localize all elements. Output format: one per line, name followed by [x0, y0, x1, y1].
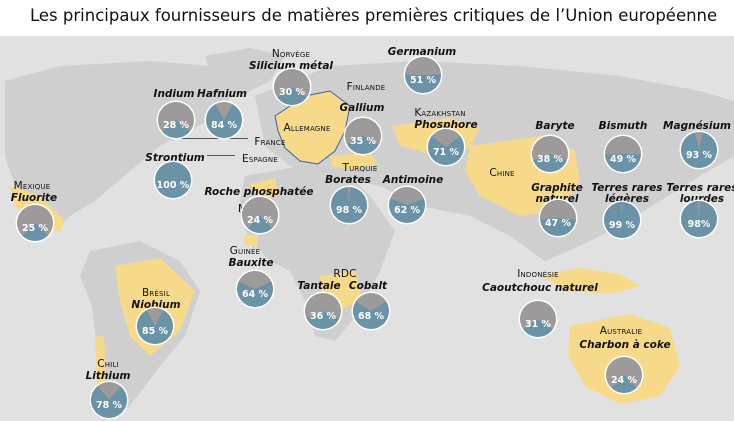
pie-borates: 98 %	[331, 187, 367, 223]
material-label-magnesium: Magnésium	[663, 120, 731, 132]
brazil-shape	[115, 258, 195, 356]
country-label-kazakhstan: Kazakhstan	[414, 107, 466, 119]
pie-label-silicium: 30 %	[278, 87, 306, 98]
pie-niobium: 85 %	[137, 308, 173, 344]
pie-label-charbon: 24 %	[610, 375, 638, 386]
indonesia-shape	[540, 268, 640, 294]
country-label-norvege: Norvège	[271, 48, 311, 60]
pie-label-cobalt: 68 %	[357, 311, 385, 322]
material-label-germanium: Germanium	[387, 46, 457, 58]
material-label-baryte: Baryte	[535, 120, 575, 132]
pie-label-antimoine: 62 %	[393, 205, 421, 216]
material-label-silicium: Silicium métal	[248, 60, 334, 72]
material-label-phosphore: Phosphore	[414, 119, 478, 131]
pie-label-gallium: 35 %	[349, 136, 377, 147]
pie-roche: 24 %	[242, 197, 278, 233]
material-label-bismuth: Bismuth	[598, 120, 648, 132]
pie-magnesium: 93 %	[681, 132, 717, 168]
material-label-trl1: Terres rares	[591, 182, 663, 194]
eu-shape	[274, 90, 351, 165]
pie-label-lithium: 78 %	[95, 400, 123, 411]
country-label-france: France	[254, 136, 286, 148]
country-label-rdc: RDC	[333, 268, 357, 280]
country-label-finlande: Finlande	[346, 81, 386, 93]
country-label-espagne: Espagne	[241, 153, 279, 165]
pie-label-borates: 98 %	[335, 205, 363, 216]
country-label-turquie: Turquie	[342, 162, 378, 174]
country-label-bresil: Brésil	[141, 287, 171, 299]
pie-silicium: 30 %	[274, 69, 310, 105]
pie-label-trl: 99 %	[608, 220, 636, 231]
pie-label-niobium: 85 %	[141, 326, 169, 337]
pie-bismuth: 49 %	[605, 136, 641, 172]
pie-germanium: 51 %	[405, 57, 441, 93]
pie-label-bauxite: 64 %	[241, 289, 269, 300]
material-label-graphite1: Graphite	[531, 182, 583, 194]
material-label-bauxite: Bauxite	[228, 257, 274, 269]
greenland-shape	[205, 48, 285, 96]
material-label-niobium: Niobium	[131, 299, 181, 311]
pie-phosphore: 71 %	[428, 129, 464, 165]
pie-label-graphite: 47 %	[544, 218, 572, 229]
pie-label-magnesium: 93 %	[685, 150, 713, 161]
pie-graphite: 47 %	[540, 200, 576, 236]
pie-label-strontium: 100 %	[156, 180, 190, 191]
material-label-caoutchouc: Caoutchouc naturel	[482, 282, 598, 294]
material-label-hafnium: Hafnium	[197, 88, 247, 100]
morocco-shape	[250, 178, 278, 201]
pie-strontium: 100 %	[155, 162, 191, 198]
pie-label-bismuth: 49 %	[609, 154, 637, 165]
material-label-lithium: Lithium	[85, 370, 131, 382]
country-label-chine: Chine	[489, 167, 515, 179]
material-label-fluorite: Fluorite	[10, 192, 58, 204]
pie-caoutchouc: 31 %	[520, 301, 556, 337]
pie-indium: 28 %	[158, 102, 194, 138]
pie-hafnium: 84 %	[206, 102, 242, 138]
material-label-charbon: Charbon à coke	[579, 339, 671, 351]
country-label-allemagne: Allemagne	[283, 122, 331, 134]
pie-cobalt: 68 %	[353, 293, 389, 329]
material-label-tantale: Tantale	[297, 280, 341, 292]
pie-label-tantale: 36 %	[309, 311, 337, 322]
pie-trh: 98%	[681, 201, 717, 237]
pie-fluorite: 25 %	[17, 205, 53, 241]
pie-label-caoutchouc: 31 %	[524, 319, 552, 330]
pie-label-phosphore: 71 %	[432, 147, 460, 158]
france-leader-line	[180, 138, 248, 139]
pie-gallium: 35 %	[345, 118, 381, 154]
pie-label-hafnium: 84 %	[210, 120, 238, 131]
pie-label-indium: 28 %	[162, 120, 190, 131]
country-label-mexique: Mexique	[13, 180, 51, 192]
material-label-trh1: Terres rares	[666, 182, 734, 194]
pie-lithium: 78 %	[91, 382, 127, 418]
material-label-cobalt: Cobalt	[348, 280, 388, 292]
pie-bauxite: 64 %	[237, 271, 273, 307]
map-title: Les principaux fournisseurs de matières …	[30, 6, 718, 25]
material-label-borates: Borates	[325, 174, 371, 186]
pie-label-baryte: 38 %	[536, 154, 564, 165]
pie-baryte: 38 %	[532, 136, 568, 172]
pie-tantale: 36 %	[305, 293, 341, 329]
country-label-guinee: Guinée	[229, 245, 261, 257]
pie-label-roche: 24 %	[246, 215, 274, 226]
country-label-indonesie: Indonésie	[517, 268, 559, 280]
turkey-shape	[330, 152, 378, 170]
pie-antimoine: 62 %	[389, 187, 425, 223]
pie-charbon: 24 %	[606, 357, 642, 393]
pie-label-trh: 98%	[687, 219, 711, 230]
guinea-shape	[243, 234, 258, 246]
country-label-chili: Chili	[97, 358, 119, 370]
pie-label-germanium: 51 %	[409, 75, 437, 86]
material-label-roche: Roche phosphatée	[204, 186, 314, 198]
material-label-indium: Indium	[153, 88, 195, 100]
pie-label-fluorite: 25 %	[21, 223, 49, 234]
material-label-antimoine: Antimoine	[382, 174, 444, 186]
material-label-gallium: Gallium	[339, 102, 385, 114]
country-label-australie: Australie	[599, 325, 643, 337]
espagne-leader-line	[207, 155, 235, 156]
material-label-strontium: Strontium	[145, 152, 205, 164]
pie-trl: 99 %	[604, 202, 640, 238]
